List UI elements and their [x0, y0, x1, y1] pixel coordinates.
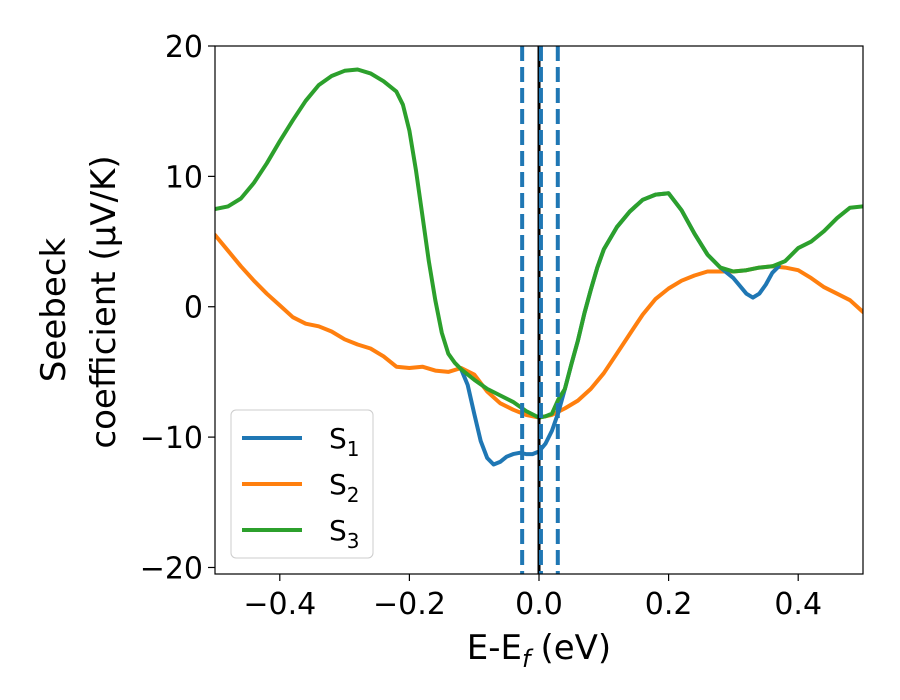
y-axis-label-line1: Seebeck	[34, 238, 74, 383]
axis-ticks: −0.4 −0.2 0.0 0.2 0.4 −20 −10 0 10 20	[140, 30, 822, 622]
reference-lines	[520, 46, 560, 574]
x-axis-label: E-Ef (eV)	[467, 628, 611, 673]
x-tick-label: −0.2	[373, 587, 446, 622]
x-axis-label-sub: f	[522, 645, 534, 673]
y-tick-label: 20	[165, 30, 203, 65]
y-tick-label: −20	[140, 551, 203, 586]
x-axis-label-unit: (eV)	[540, 628, 611, 668]
y-tick-label: 10	[165, 160, 203, 195]
legend-label-s1: S1	[329, 422, 360, 461]
y-axis-label-line2: coefficient (μV/K)	[84, 155, 124, 448]
x-tick-label: 0.0	[515, 587, 563, 622]
legend-label-s3: S3	[329, 514, 360, 553]
legend: S1 S2 S3	[230, 409, 374, 559]
legend-label-s2: S2	[329, 468, 360, 507]
series-line-s1	[459, 191, 781, 467]
y-tick-label: −10	[140, 421, 203, 456]
x-tick-label: 0.2	[645, 587, 693, 622]
x-tick-label: −0.4	[243, 587, 316, 622]
x-axis-label-main: E-E	[467, 628, 522, 668]
y-tick-label: 0	[184, 291, 203, 326]
x-tick-label: 0.4	[774, 587, 822, 622]
